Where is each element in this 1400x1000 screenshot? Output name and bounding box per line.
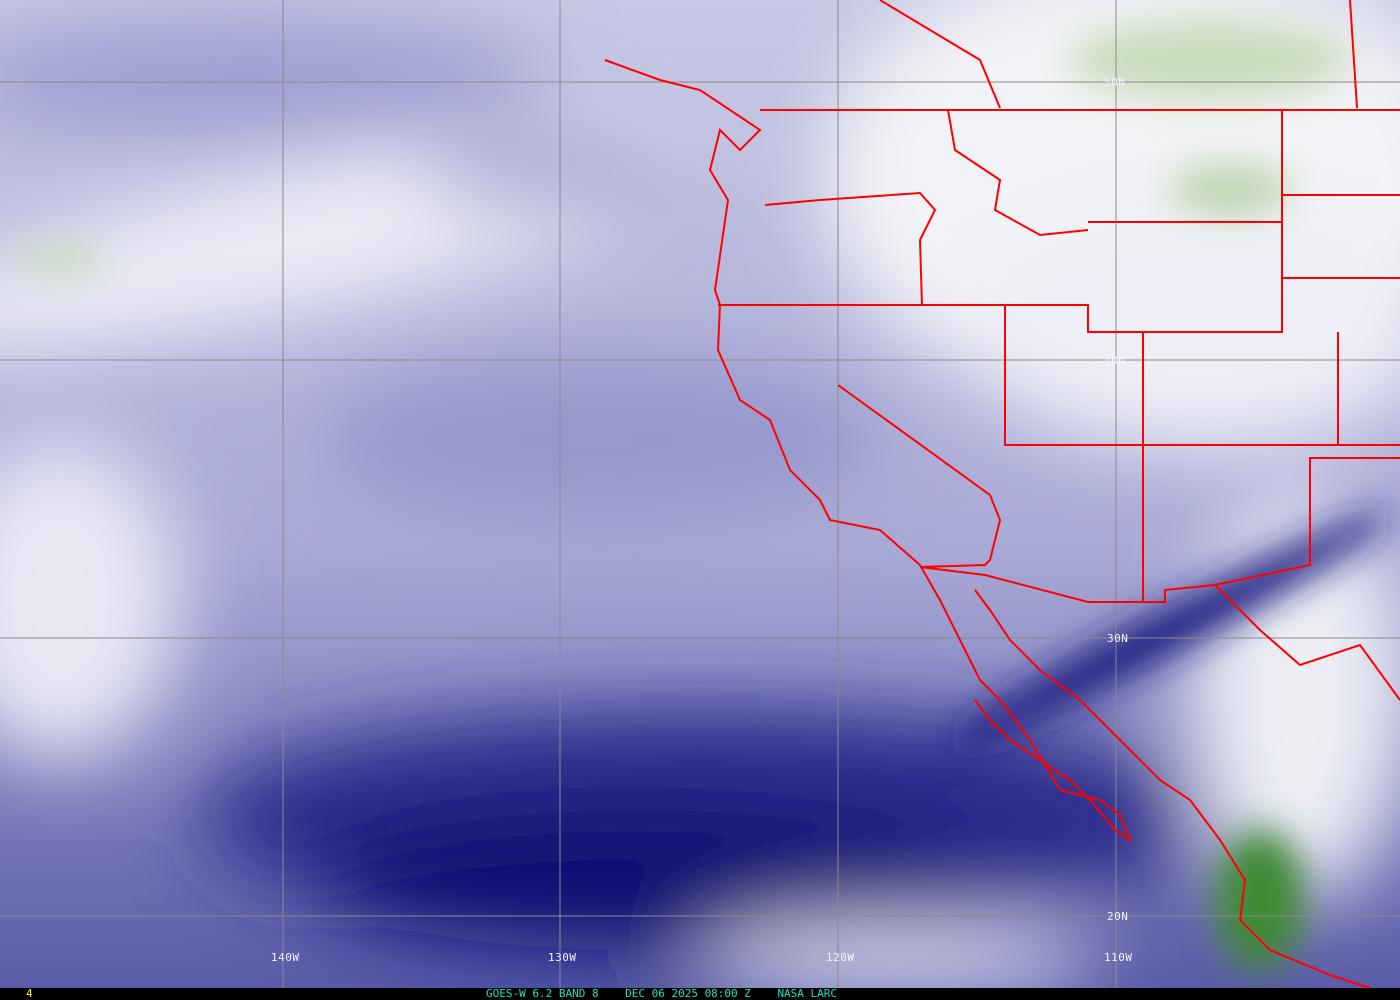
cloud-tops bbox=[15, 20, 1350, 970]
datetime-label: DEC 06 2025 08:00 Z bbox=[625, 987, 751, 1000]
frame-number: 4 bbox=[26, 987, 33, 1000]
caption-bar: 4 GOES-W 6.2 BAND 8 DEC 06 2025 08:00 Z … bbox=[0, 988, 1400, 1000]
lat-label-40n: 40N bbox=[1104, 354, 1126, 367]
source-label: NASA LARC bbox=[777, 987, 838, 1000]
lon-label-130w: 130W bbox=[548, 951, 577, 964]
political-boundaries bbox=[604, 0, 1400, 988]
lat-label-50n: 50N bbox=[1104, 76, 1126, 89]
caption: GOES-W 6.2 BAND 8 DEC 06 2025 08:00 Z NA… bbox=[486, 988, 837, 1000]
lon-label-140w: 140W bbox=[271, 951, 300, 964]
lon-label-120w: 120W bbox=[826, 951, 855, 964]
lon-label-110w: 110W bbox=[1104, 951, 1133, 964]
product-label: GOES-W 6.2 BAND 8 bbox=[486, 987, 599, 1000]
lat-label-20n: 20N bbox=[1107, 910, 1129, 923]
lat-label-30n: 30N bbox=[1107, 632, 1129, 645]
